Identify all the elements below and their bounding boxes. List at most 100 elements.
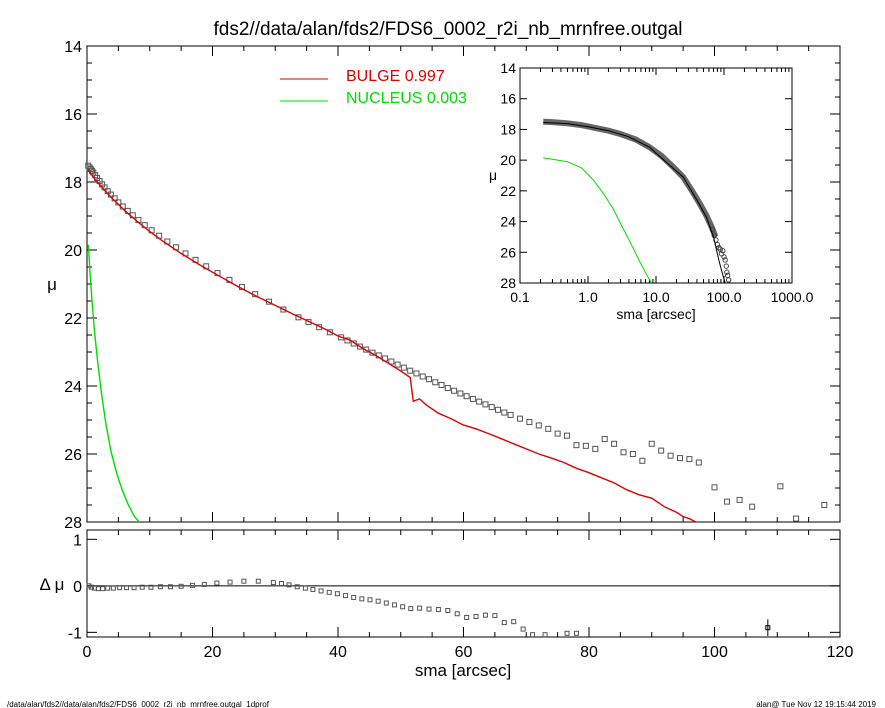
data-point [501,409,508,416]
inset-background [472,64,814,339]
x-tick-label: 40 [329,644,347,661]
residual-point [482,612,488,618]
residual-point [573,630,579,636]
data-point [507,411,514,418]
residual-point [367,597,373,603]
residual-point [391,602,397,608]
data-point [573,442,580,449]
y-tick-label: 0 [73,579,82,596]
data-point [564,432,571,439]
x-tick-label: 0.1 [510,289,530,305]
inset-panel: 14 16 18 20 22 24 26 280.1 1.0 10.0 100.0 1000.0 sma… [472,60,814,339]
data-point [711,484,718,491]
data-point [280,306,287,313]
data-point [535,422,542,429]
residual-point [178,583,184,589]
y-tick-label: 28 [64,515,82,532]
data-point [667,452,674,459]
data-point [716,244,722,251]
data-point [356,343,363,350]
data-point [432,379,439,386]
residual-point [294,584,300,590]
residual-point [564,630,570,636]
x-tick-label: 120 [827,644,854,661]
residual-point [351,594,357,600]
residual-point [408,606,414,612]
y-tick-label: 24 [64,379,82,396]
data-point [648,440,655,447]
residual-point [241,578,247,584]
residual-point [302,585,308,591]
residual-point [286,582,292,588]
y-axis-label: Δ μ [40,575,65,594]
residual-point [542,632,548,638]
data-point [457,390,464,397]
data-point [394,361,401,368]
data-point [686,456,693,463]
data-point [658,447,665,454]
data-point [482,401,489,408]
y-tick-label: 22 [64,311,82,328]
data-point [721,254,727,260]
data-point [720,248,726,254]
data-point [821,502,828,508]
residual-point [492,613,498,619]
data-point [545,425,552,432]
data-point [582,442,589,449]
y-tick-label: 1 [73,532,82,549]
data-point [388,358,395,365]
y-tick-label: 16 [64,107,82,124]
residual-point [201,581,207,587]
footer-left-filepath: /data/alan/fds2//data/alan/fds2/FDS6_000… [7,700,270,708]
residual-point [383,600,389,606]
residual-point [167,584,173,590]
data-point [723,263,729,269]
residual-point [417,605,423,611]
data-point [413,370,420,377]
residual-point [227,579,233,585]
data-point [463,393,470,400]
data-point [425,376,432,383]
x-tick-label: 80 [580,644,598,661]
bulge-model-line [87,168,698,522]
footer-right-timestamp: alan@ Tue Nov 12 19:15:44 2019 [756,700,876,708]
data-point [419,373,426,380]
legend-label: NUCLEUS 0.003 [346,90,467,107]
data-point [639,457,646,464]
y-tick-label: 18 [500,121,516,137]
residual-point [139,584,145,590]
residual-point [464,614,470,620]
residual-point [426,606,432,612]
y-tick-label: 28 [500,275,516,291]
y-tick-label: 26 [500,244,516,260]
data-point [407,367,414,374]
bulge-model-line [543,122,726,283]
nucleus-model-line [543,157,652,283]
main-panel: 14 16 18 20 22 24 26 28 μ BULGE 0.997 NUCLEUS 0.00… [47,39,841,532]
residual-point [473,614,479,620]
y-tick-label: 22 [500,183,516,199]
data-point [516,415,523,422]
residual-point [157,584,163,590]
residual-point [86,583,92,589]
data-point [488,404,495,411]
residual-point [255,578,261,584]
y-tick-label: 24 [500,214,516,230]
residual-point [214,580,220,586]
residual-point [148,584,154,590]
residual-point [445,607,451,613]
residual-point [117,585,123,591]
error-bar-point [765,625,771,631]
residual-point [454,611,460,617]
data-point [620,449,627,456]
x-tick-label: 1000.0 [771,289,814,305]
residual-point [270,580,276,586]
y-tick-label: 18 [64,175,82,192]
x-axis-label: sma [arcsec] [616,306,695,322]
chart-title: fds2//data/alan/fds2/FDS6_0002_r2i_nb_mr… [214,19,683,40]
legend-label: BULGE 0.997 [346,68,445,85]
residual-point [530,632,536,638]
data-point [400,364,407,371]
residual-point [131,585,137,591]
